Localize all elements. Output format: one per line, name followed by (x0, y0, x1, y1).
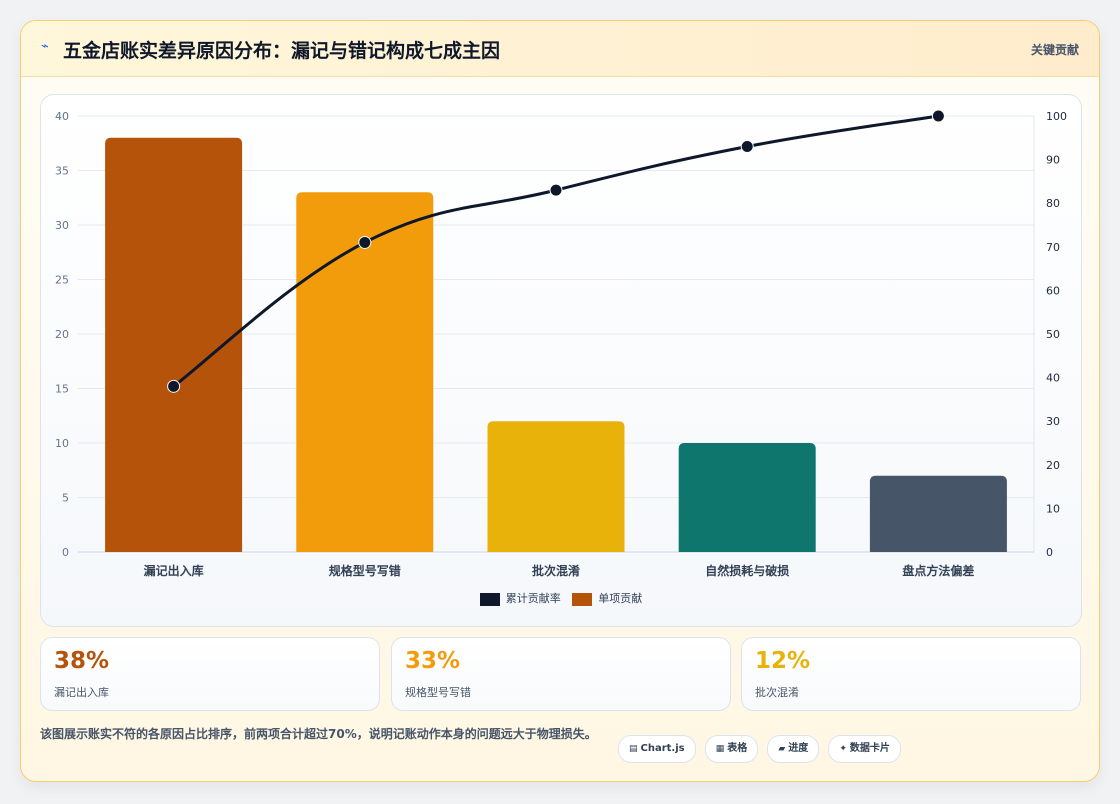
y-left-tick-label: 25 (55, 274, 69, 287)
x-tick-label: 批次混淆 (532, 563, 580, 578)
pill-label: 数据卡片 (849, 743, 890, 754)
bolt-icon: ⌁ (41, 39, 49, 54)
chart-icon: ▤ (629, 744, 638, 754)
cumulative-point-3 (549, 183, 563, 197)
stat-value: 12% (755, 648, 811, 674)
legend-label-single: 单项贡献 (598, 592, 643, 605)
stat-label: 漏记出入库 (54, 686, 109, 699)
stat-value: 38% (54, 648, 110, 674)
footer-note: 该图展示账实不符的各原因占比排序，前两项合计超过70%，说明记账动作本身的问题远… (40, 727, 597, 741)
bar-4 (678, 443, 816, 552)
y-right-tick-label: 80 (1046, 197, 1060, 210)
pill-data-card[interactable]: ✦ 数据卡片 (828, 735, 901, 763)
tech-pills: ▤ Chart.js ▦ 表格 ▰ 进度 ✦ 数据卡片 (618, 735, 905, 763)
y-right-tick-label: 50 (1046, 328, 1060, 341)
pill-chartjs[interactable]: ▤ Chart.js (618, 735, 696, 763)
cumulative-point-1 (167, 379, 181, 393)
y-left-tick-label: 15 (55, 383, 69, 396)
stat-card-1: 38% 漏记出入库 (40, 637, 380, 711)
y-right-tick-label: 20 (1046, 459, 1060, 472)
legend-swatch-single (572, 592, 593, 606)
stat-label: 规格型号写错 (405, 686, 471, 699)
pill-label: Chart.js (640, 743, 685, 754)
pill-label: 进度 (788, 743, 809, 754)
cumulative-line (172, 114, 939, 388)
y-right-tick-label: 70 (1046, 241, 1060, 254)
cumulative-point-5 (931, 109, 945, 123)
card-header: ⌁ 五金店账实差异原因分布：漏记与错记构成七成主因 关键贡献 (21, 21, 1099, 77)
legend-swatch-cumulative (479, 592, 500, 606)
bar-2 (296, 192, 434, 553)
y-right-tick-label: 60 (1046, 284, 1060, 297)
y-left-tick-label: 0 (62, 546, 69, 559)
bar-3 (487, 421, 625, 552)
bar-1 (105, 137, 243, 553)
y-left-tick-label: 40 (55, 110, 69, 123)
y-left-tick-label: 5 (62, 492, 69, 505)
chart-panel: 0 5 10 15 20 25 30 35 40 0 10 20 30 40 50 60 70 80 90 100 漏记… (40, 94, 1082, 627)
header-tag: 关键贡献 (1030, 43, 1079, 57)
card-icon: ✦ (839, 744, 847, 754)
stat-card-2: 33% 规格型号写错 (391, 637, 731, 711)
y-left-tick-label: 10 (55, 437, 69, 450)
stat-value: 33% (405, 648, 461, 674)
y-right-tick-label: 90 (1046, 154, 1060, 167)
y-right-tick-label: 100 (1046, 110, 1067, 123)
chart-title: 五金店账实差异原因分布：漏记与错记构成七成主因 (63, 40, 501, 62)
y-right-tick-label: 0 (1046, 546, 1053, 559)
x-tick-label: 漏记出入库 (144, 563, 204, 578)
pill-table[interactable]: ▦ 表格 (704, 735, 759, 763)
x-tick-label: 盘点方法偏差 (902, 563, 974, 578)
chart-legend: 累计贡献率 单项贡献 (41, 590, 1081, 606)
y-right-tick-label: 30 (1046, 415, 1060, 428)
legend-item-single[interactable]: 单项贡献 (572, 590, 642, 606)
pill-label: 表格 (727, 743, 748, 754)
y-left-tick-label: 35 (55, 165, 69, 178)
stat-label: 批次混淆 (755, 686, 799, 699)
x-tick-label: 自然损耗与破损 (705, 563, 789, 578)
cumulative-point-2 (358, 235, 372, 249)
chart-card: ⌁ 五金店账实差异原因分布：漏记与错记构成七成主因 关键贡献 0 5 10 15 20 2… (20, 20, 1100, 782)
progress-icon: ▰ (778, 744, 786, 754)
pareto-chart: 0 5 10 15 20 25 30 35 40 0 10 20 30 40 50 60 70 80 90 100 漏记… (55, 109, 1067, 578)
y-left-tick-label: 20 (55, 328, 69, 341)
y-right-tick-label: 40 (1046, 372, 1060, 385)
legend-item-cumulative[interactable]: 累计贡献率 (479, 590, 561, 606)
table-icon: ▦ (715, 744, 725, 754)
legend-label-cumulative: 累计贡献率 (505, 592, 561, 605)
y-left-tick-label: 30 (55, 219, 69, 232)
stat-card-3: 12% 批次混淆 (741, 637, 1081, 711)
cumulative-point-4 (740, 140, 754, 154)
y-right-tick-label: 10 (1046, 502, 1060, 515)
bar-5 (869, 475, 1007, 552)
x-tick-label: 规格型号写错 (329, 563, 401, 578)
pill-progress[interactable]: ▰ 进度 (767, 735, 820, 763)
